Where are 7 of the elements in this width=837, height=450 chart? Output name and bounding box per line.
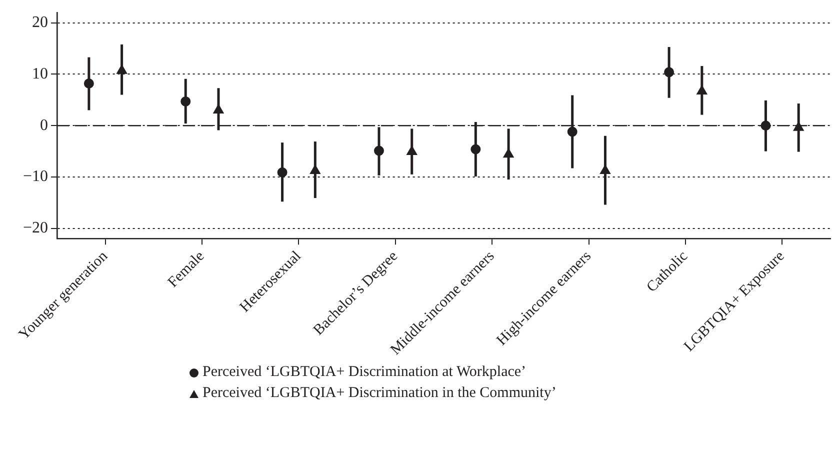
legend-label: Perceived ‘LGBTQIA+ Discrimination in the Community’ (202, 384, 556, 403)
legend-label: Perceived ‘LGBTQIA+ Discrimination at Workplace’ (202, 363, 526, 382)
y-tick-label: 10 (32, 65, 48, 82)
y-tick-label: 20 (32, 14, 48, 32)
y-tick-label: 0 (40, 116, 48, 134)
y-tick-label: −20 (22, 220, 48, 237)
y-tick-label: −10 (22, 168, 48, 186)
